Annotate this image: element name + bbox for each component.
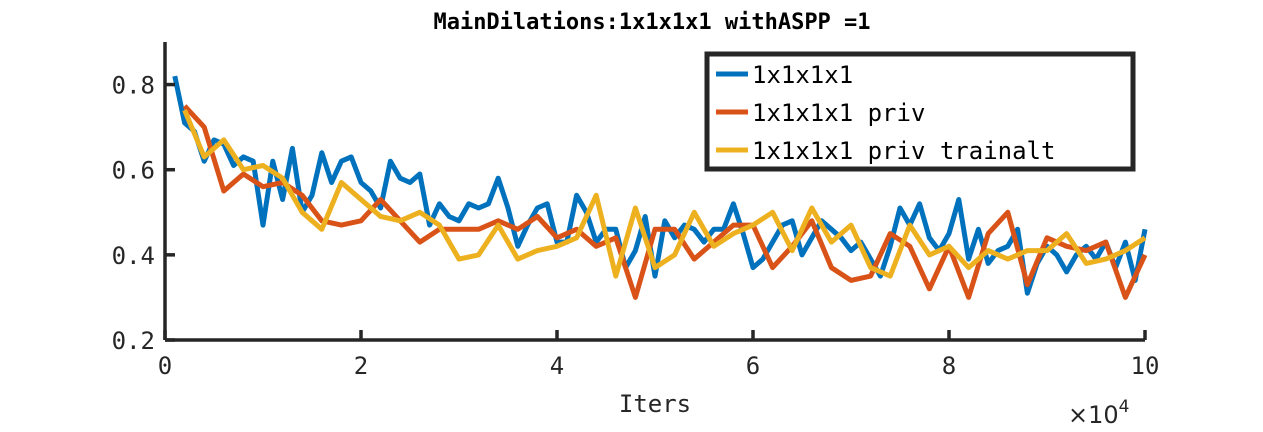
legend-box <box>704 51 1136 172</box>
x-tick-label: 2 <box>354 352 368 380</box>
x-tick-label: 8 <box>942 352 956 380</box>
y-tick-label: 0.8 <box>112 72 155 100</box>
series-layer <box>172 75 1148 300</box>
x-tick-label: 10 <box>1131 352 1160 380</box>
x-tick-label: 6 <box>746 352 760 380</box>
chart-title: MainDilations:1x1x1x1 withASPP =1 <box>433 10 870 35</box>
y-tick-label: 0.4 <box>112 242 155 270</box>
x-exponent-power: 4 <box>1119 397 1130 417</box>
series-line-2 <box>182 104 1148 300</box>
x-exponent-base: ×10 <box>1068 401 1119 429</box>
series-line-3 <box>182 109 1147 279</box>
x-tick-label: 0 <box>158 352 172 380</box>
x-exponent-label: ×104 <box>1068 397 1129 429</box>
ticks-layer: 0 2 4 6 8 10 0.2 0.4 0.6 0.8 <box>112 72 1160 380</box>
legend-label-1: 1x1x1x1 <box>752 61 853 89</box>
x-tick-label: 4 <box>550 352 564 380</box>
y-tick-label: 0.6 <box>112 157 155 185</box>
legend-label-2: 1x1x1x1 priv <box>752 99 925 127</box>
y-tick-label: 0.2 <box>112 327 155 355</box>
legend-label-3: 1x1x1x1 priv trainalt <box>752 137 1055 165</box>
x-axis-label: Iters <box>619 390 691 418</box>
legend: 1x1x1x1 1x1x1x1 priv 1x1x1x1 priv trainalt <box>704 51 1136 172</box>
